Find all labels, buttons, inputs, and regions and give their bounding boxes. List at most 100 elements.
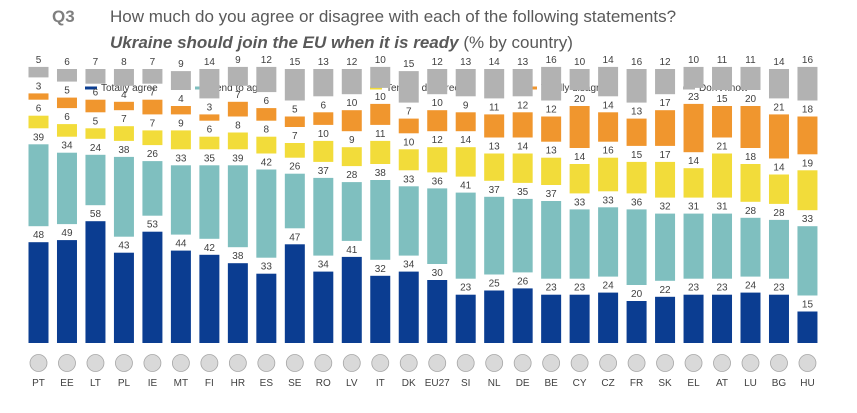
bar-it-totally-disagree — [370, 103, 391, 125]
value-label-cz-totally-disagree: 14 — [603, 100, 615, 111]
value-label-be-don-t-know: 16 — [546, 55, 558, 66]
category-label-de: DE — [516, 378, 530, 389]
value-label-hr-totally-agree: 38 — [232, 251, 244, 262]
bar-ie-totally-disagree — [142, 99, 163, 115]
bar-si-tend-to-disagree — [455, 147, 476, 177]
bar-pt-tend-to-disagree — [28, 115, 49, 129]
value-label-hr-totally-disagree: 7 — [235, 90, 241, 101]
statement-text: Ukraine should join the EU when it is re… — [110, 33, 459, 52]
bar-bg-tend-to-disagree — [768, 174, 789, 204]
bar-bg-don-t-know — [768, 69, 789, 99]
value-label-si-totally-agree: 23 — [460, 283, 472, 294]
category-label-mt: MT — [174, 378, 188, 389]
flag-pl — [115, 354, 133, 372]
bar-cz-totally-agree — [598, 292, 619, 343]
value-label-eu27-totally-agree: 30 — [432, 268, 444, 279]
bar-be-don-t-know — [541, 66, 562, 101]
value-label-pl-tend-to-agree: 38 — [118, 145, 130, 156]
bar-it-totally-agree — [370, 275, 391, 343]
value-label-lv-tend-to-disagree: 9 — [349, 135, 355, 146]
value-label-lu-tend-to-disagree: 18 — [745, 152, 757, 163]
value-label-es-tend-to-agree: 42 — [261, 158, 273, 169]
value-label-si-totally-disagree: 9 — [463, 100, 469, 111]
bar-at-tend-to-agree — [712, 213, 733, 279]
value-label-ro-tend-to-disagree: 10 — [318, 129, 330, 140]
bar-lv-don-t-know — [341, 69, 362, 95]
bar-hu-tend-to-disagree — [797, 170, 818, 211]
bar-pt-tend-to-agree — [28, 144, 49, 227]
value-label-it-tend-to-agree: 38 — [375, 168, 387, 179]
bar-dk-tend-to-disagree — [398, 149, 419, 171]
flag-at — [713, 354, 731, 372]
flag-it — [371, 354, 390, 372]
value-label-cz-tend-to-disagree: 16 — [603, 146, 615, 157]
value-label-cy-totally-disagree: 20 — [574, 94, 586, 105]
bar-el-tend-to-agree — [683, 213, 704, 279]
category-label-cy: CY — [573, 378, 587, 389]
flag-hu — [798, 354, 817, 372]
value-label-ie-don-t-know: 7 — [150, 57, 156, 68]
bar-es-don-t-know — [256, 66, 277, 93]
value-label-el-totally-disagree: 23 — [688, 92, 700, 103]
bar-lv-totally-disagree — [341, 110, 362, 132]
bar-es-totally-agree — [256, 273, 277, 343]
value-label-mt-don-t-know: 9 — [178, 59, 184, 70]
bar-eu27-totally-disagree — [427, 110, 448, 132]
bar-el-tend-to-disagree — [683, 168, 704, 198]
bar-ee-tend-to-agree — [56, 152, 77, 225]
value-label-cy-tend-to-agree: 33 — [574, 197, 586, 208]
bar-es-tend-to-agree — [256, 169, 277, 258]
bar-at-don-t-know — [712, 66, 733, 90]
value-label-de-totally-agree: 26 — [517, 276, 529, 287]
bar-eu27-totally-agree — [427, 280, 448, 343]
category-label-es: ES — [260, 378, 274, 389]
bar-it-tend-to-agree — [370, 180, 391, 260]
value-label-se-tend-to-disagree: 7 — [292, 131, 298, 142]
category-label-dk: DK — [402, 378, 416, 389]
category-label-pt: PT — [32, 378, 45, 389]
value-label-be-tend-to-agree: 37 — [546, 189, 558, 200]
value-label-cz-don-t-know: 14 — [603, 55, 615, 66]
value-label-dk-don-t-know: 15 — [403, 59, 415, 70]
bar-si-totally-agree — [455, 294, 476, 343]
bar-eu27-tend-to-agree — [427, 188, 448, 264]
value-label-hu-don-t-know: 16 — [802, 55, 814, 66]
value-label-de-totally-disagree: 12 — [517, 100, 529, 111]
value-label-ro-totally-agree: 34 — [318, 260, 330, 271]
category-label-eu27: EU27 — [425, 378, 450, 389]
bar-mt-tend-to-agree — [170, 165, 191, 235]
value-label-de-tend-to-agree: 35 — [517, 187, 529, 198]
value-label-pt-totally-disagree: 3 — [36, 81, 42, 92]
category-label-ie: IE — [148, 378, 158, 389]
bar-nl-tend-to-agree — [484, 196, 505, 275]
value-label-nl-totally-disagree: 11 — [489, 102, 500, 113]
value-label-fr-totally-disagree: 13 — [631, 107, 643, 118]
bar-hr-tend-to-agree — [227, 165, 248, 248]
value-label-ie-totally-disagree: 7 — [150, 88, 156, 99]
bar-bg-totally-agree — [768, 294, 789, 343]
value-label-be-totally-disagree: 12 — [546, 105, 558, 116]
flag-pt — [29, 354, 48, 372]
bar-cy-don-t-know — [569, 69, 590, 90]
flag-bg — [770, 354, 788, 372]
value-label-lt-tend-to-agree: 24 — [90, 143, 102, 154]
legend-label-totally-agree: Totally agree — [101, 83, 158, 94]
bar-es-tend-to-disagree — [256, 136, 277, 154]
bar-pl-totally-disagree — [113, 101, 134, 111]
value-label-dk-totally-disagree: 7 — [406, 107, 412, 118]
value-label-sk-tend-to-disagree: 17 — [659, 150, 671, 161]
value-label-dk-tend-to-agree: 33 — [403, 174, 415, 185]
bar-ie-don-t-know — [142, 69, 163, 84]
value-label-lt-tend-to-disagree: 5 — [93, 116, 99, 127]
bar-ro-tend-to-agree — [313, 177, 334, 256]
flag-lt — [86, 354, 105, 372]
value-label-lu-totally-agree: 24 — [745, 281, 757, 292]
category-label-bg: BG — [772, 378, 787, 389]
value-label-ee-tend-to-disagree: 6 — [64, 112, 70, 123]
bar-se-totally-disagree — [284, 116, 305, 127]
flag-fi — [200, 354, 219, 372]
legend-label-tend-to-agree: Tend to agree — [211, 83, 273, 94]
bar-sk-totally-disagree — [655, 110, 676, 146]
bar-mt-totally-agree — [170, 250, 191, 343]
